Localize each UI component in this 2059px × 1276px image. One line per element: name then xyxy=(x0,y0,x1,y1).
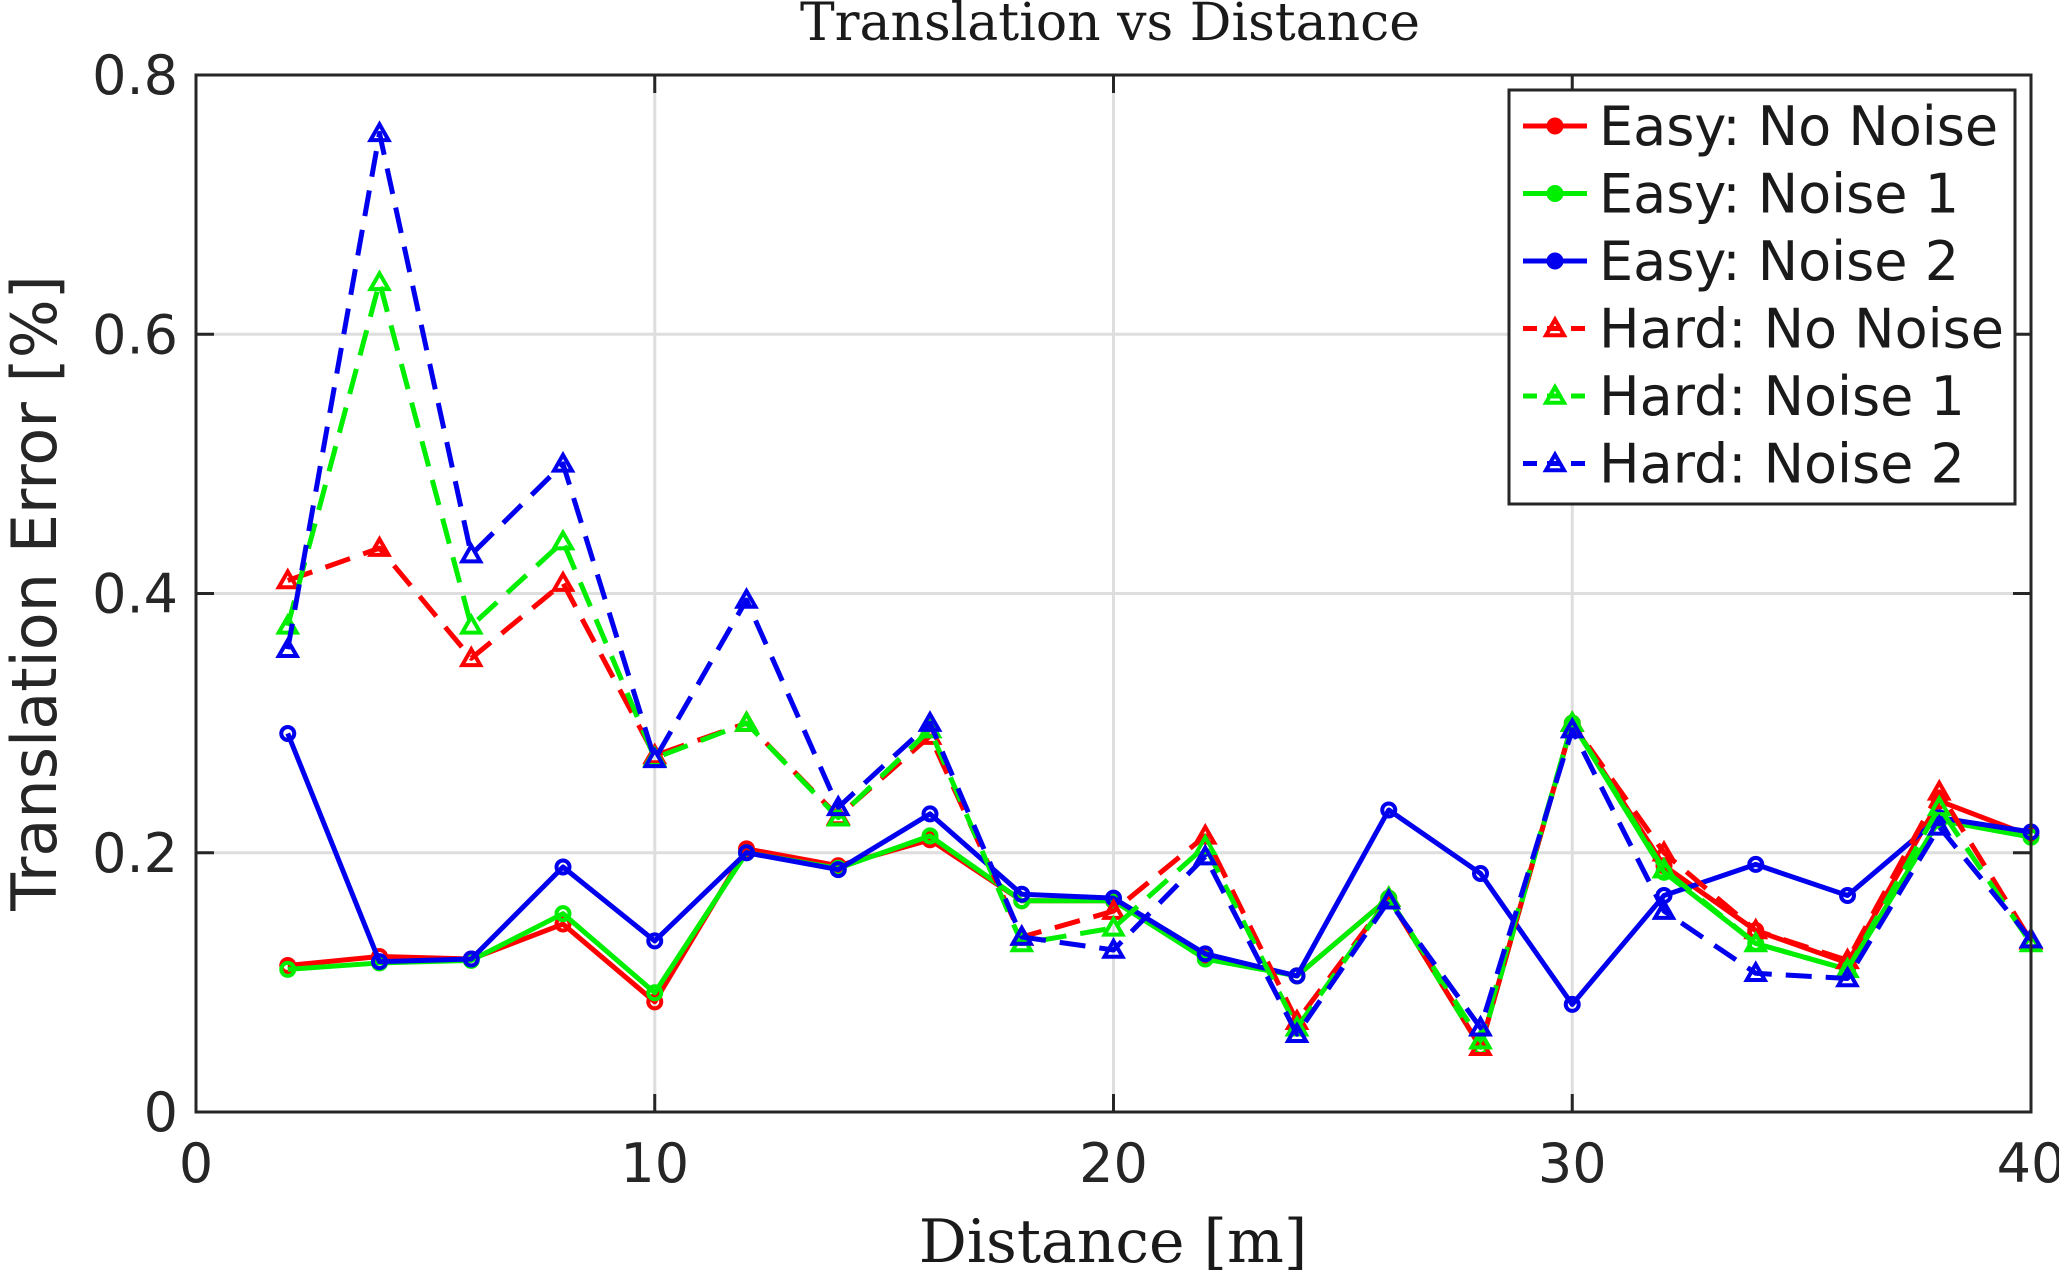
data-point xyxy=(279,960,297,978)
legend-marker xyxy=(1542,382,1568,405)
data-point xyxy=(1472,864,1489,882)
data-point xyxy=(1563,995,1581,1013)
data-point xyxy=(1559,716,1585,739)
legend-entry: Easy: Noise 2 xyxy=(1523,230,1959,293)
data-point xyxy=(550,570,576,592)
data-point xyxy=(1926,813,1952,836)
data-point xyxy=(1101,936,1126,959)
data-point xyxy=(921,805,939,823)
series-line-hard-no-noise xyxy=(286,545,2034,1050)
data-point xyxy=(646,932,664,950)
data-point xyxy=(1743,960,1769,983)
data-point xyxy=(1288,967,1306,985)
data-point xyxy=(458,541,484,564)
data-point xyxy=(1747,855,1765,873)
data-point xyxy=(1284,1021,1310,1043)
legend-entry: Easy: No Noise xyxy=(1523,95,1998,158)
data-point xyxy=(554,915,572,933)
y-tick-label: 0.8 xyxy=(92,44,178,107)
legend-label: Easy: Noise 2 xyxy=(1599,230,1959,293)
data-point xyxy=(1376,887,1402,910)
x-tick-label: 0 xyxy=(179,1132,213,1195)
data-point xyxy=(829,861,847,879)
series-easy-noise-2 xyxy=(279,724,2040,1013)
data-point xyxy=(1192,843,1218,866)
data-point xyxy=(646,984,664,1002)
legend-entry: Easy: Noise 1 xyxy=(1523,163,1959,226)
data-point xyxy=(550,450,576,473)
data-point xyxy=(367,535,392,557)
data-point xyxy=(1651,898,1677,920)
y-axis-ticks: 0 0.2 0.4 0.6 0.8 xyxy=(92,44,2031,1144)
data-point xyxy=(554,858,572,876)
legend-entry: Hard: No Noise xyxy=(1523,298,2004,361)
data-point xyxy=(1101,914,1126,937)
series-hard-noise-2 xyxy=(275,120,2044,1043)
legend-marker xyxy=(1542,315,1568,338)
x-tick-label: 20 xyxy=(1079,1132,1148,1195)
data-point xyxy=(275,567,301,590)
data-point xyxy=(1743,930,1769,953)
data-point xyxy=(1009,923,1035,946)
x-axis-title: Distance [m] xyxy=(919,1207,1308,1276)
legend-label: Easy: No Noise xyxy=(1599,95,1998,158)
data-point xyxy=(458,645,484,668)
data-point xyxy=(1468,1014,1493,1037)
data-point xyxy=(462,950,480,968)
data-point xyxy=(367,120,392,143)
legend-marker xyxy=(1546,185,1564,202)
data-point xyxy=(1192,833,1218,856)
data-point xyxy=(1380,801,1398,819)
x-axis-ticks: 0 10 20 30 40 xyxy=(179,75,2059,1195)
legend-label: Hard: No Noise xyxy=(1599,298,2004,361)
data-point xyxy=(1013,885,1031,903)
data-point xyxy=(458,612,484,635)
data-point xyxy=(1839,887,1856,905)
data-point xyxy=(921,827,939,845)
data-point xyxy=(917,710,943,732)
data-point xyxy=(1468,1027,1493,1050)
data-point xyxy=(734,710,759,732)
y-tick-label: 0.4 xyxy=(92,563,178,626)
data-point xyxy=(738,844,755,862)
legend-marker xyxy=(1546,117,1564,135)
data-point xyxy=(275,636,301,658)
data-point xyxy=(1196,945,1214,963)
chart-title: Translation vs Distance xyxy=(800,0,1420,53)
data-point xyxy=(642,746,668,769)
legend-box xyxy=(1507,88,2017,506)
data-point xyxy=(825,794,851,817)
x-tick-label: 30 xyxy=(1538,1132,1607,1195)
data-point xyxy=(646,993,664,1011)
legend-label: Hard: Noise 1 xyxy=(1599,365,1965,428)
y-tick-label: 0 xyxy=(144,1081,178,1144)
x-tick-label: 10 xyxy=(620,1132,689,1195)
series-line-hard-noise-1 xyxy=(285,279,2034,1044)
data-point xyxy=(1192,822,1218,845)
data-point xyxy=(554,905,572,923)
legend-marker xyxy=(1542,450,1568,473)
legend-label: Hard: Noise 2 xyxy=(1599,433,1965,496)
series-line-hard-noise-2 xyxy=(285,130,2033,1037)
data-point xyxy=(279,724,297,742)
data-point xyxy=(825,804,851,827)
series-line-easy-noise-2 xyxy=(285,732,2032,1007)
data-point xyxy=(1651,856,1677,879)
y-axis-title: Translation Error [%] xyxy=(0,275,71,912)
y-tick-label: 0.2 xyxy=(92,822,178,885)
data-point xyxy=(550,528,576,551)
legend-entry: Hard: Noise 2 xyxy=(1523,433,1965,496)
x-tick-label: 40 xyxy=(1997,1132,2059,1195)
data-point xyxy=(734,586,759,609)
data-point xyxy=(367,269,392,292)
legend-marker xyxy=(1546,252,1564,270)
series-layer xyxy=(275,120,2044,1056)
legend-entry: Hard: Noise 1 xyxy=(1523,365,1965,428)
data-point xyxy=(371,953,388,971)
data-point xyxy=(1835,965,1860,988)
legend-label: Easy: Noise 1 xyxy=(1599,163,1959,226)
y-tick-label: 0.6 xyxy=(92,303,178,366)
